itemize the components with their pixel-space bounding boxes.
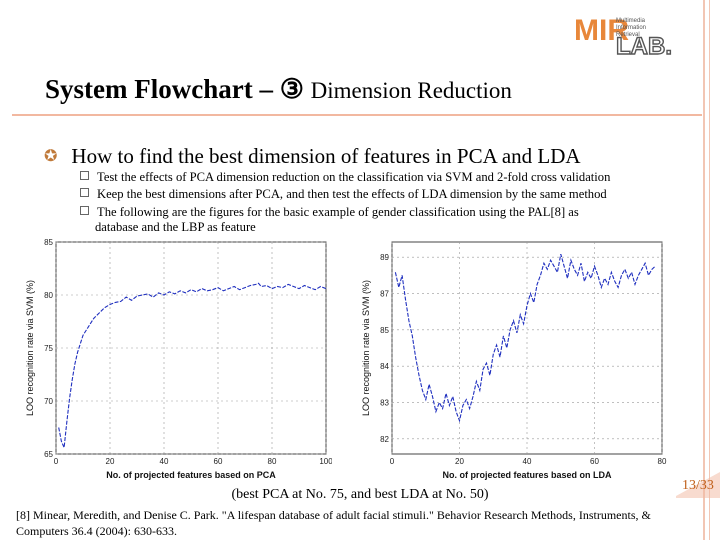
- y-tick-label: 75: [44, 344, 53, 353]
- main-bullet-text: How to find the best dimension of featur…: [71, 144, 581, 168]
- x-tick-label: 60: [214, 457, 223, 466]
- sub-bullet-2: Keep the best dimensions after PCA, and …: [80, 186, 607, 202]
- y-tick-label: 70: [44, 397, 53, 406]
- frame-line: [703, 0, 705, 540]
- y-tick-label: 87: [380, 289, 389, 298]
- x-tick-label: 0: [390, 457, 395, 466]
- title-divider: [12, 114, 702, 116]
- logo-line-2: Information: [616, 25, 646, 31]
- x-tick-label: 20: [106, 457, 115, 466]
- sub-bullet-text: database and the LBP as feature: [95, 220, 256, 234]
- mirlab-logo: MIR LAB. Multimedia Information Retrieva…: [574, 14, 673, 56]
- x-tick-label: 20: [455, 457, 464, 466]
- y-axis-label: LOO recognition rate via SVM (%): [25, 280, 35, 416]
- main-bullet: ✪ How to find the best dimension of featu…: [44, 144, 581, 169]
- y-tick-label: 85: [380, 326, 389, 335]
- logo-text-main: MIR: [574, 14, 629, 47]
- x-tick-label: 40: [523, 457, 532, 466]
- x-tick-label: 0: [54, 457, 59, 466]
- sub-bullet-text: Keep the best dimensions after PCA, and …: [97, 187, 607, 201]
- lda-chart: 89 87 85 84 83 82 0 20 40 60 80 No. of projected fe…: [361, 241, 667, 480]
- bullet-circle-icon: ✪: [44, 148, 58, 165]
- pca-chart: 85 80 75 70 650 20 40 60 80 100 No. of projected f…: [25, 238, 332, 480]
- logo-line-1: Multimedia: [616, 18, 646, 24]
- x-tick-label: 80: [658, 457, 667, 466]
- series-line: [394, 253, 656, 423]
- page-number-badge: 13/33: [676, 472, 720, 498]
- y-tick-label: 83: [380, 399, 389, 408]
- page-number: 13/33: [682, 478, 714, 493]
- y-tick-label: 80: [44, 291, 53, 300]
- y-tick-label: 85: [44, 238, 53, 247]
- slide-title: System Flowchart – ③ Dimension Reduction: [45, 74, 512, 105]
- x-tick-label: 60: [590, 457, 599, 466]
- y-axis-label: LOO recognition rate via SVM (%): [361, 280, 371, 416]
- logo-text-lab: LAB.: [616, 33, 672, 56]
- x-tick-label: 40: [160, 457, 169, 466]
- figure-caption: (best PCA at No. 75, and best LDA at No.…: [231, 487, 489, 502]
- sub-bullet-1: Test the effects of PCA dimension reduct…: [80, 169, 610, 185]
- slide-title-bold: System Flowchart – ③: [45, 74, 304, 104]
- x-axis-label: No. of projected features based on PCA: [106, 470, 276, 480]
- checkbox-bullet-icon: [80, 171, 89, 180]
- logo-line-3: Retrieval: [616, 32, 640, 38]
- sub-bullet-3-cont: database and the LBP as feature: [95, 219, 256, 235]
- reference-citation: [8] Minear, Meredith, and Denise C. Park…: [16, 508, 651, 538]
- x-axis-label: No. of projected features based on LDA: [442, 470, 612, 480]
- y-tick-label: 89: [380, 253, 389, 262]
- sub-bullet-3: The following are the figures for the ba…: [80, 204, 579, 220]
- slide-title-rest: Dimension Reduction: [310, 78, 512, 103]
- y-tick-label: 82: [380, 435, 389, 444]
- x-tick-label: 100: [319, 457, 332, 466]
- sub-bullet-text: Test the effects of PCA dimension reduct…: [97, 170, 611, 184]
- x-tick-label: 80: [268, 457, 277, 466]
- sub-bullet-text: The following are the figures for the ba…: [97, 205, 579, 219]
- y-tick-label: 65: [44, 450, 53, 459]
- series-line: [58, 282, 327, 450]
- frame-line-inner: [709, 0, 710, 540]
- checkbox-bullet-icon: [80, 206, 89, 215]
- y-tick-label: 84: [380, 362, 389, 371]
- checkbox-bullet-icon: [80, 188, 89, 197]
